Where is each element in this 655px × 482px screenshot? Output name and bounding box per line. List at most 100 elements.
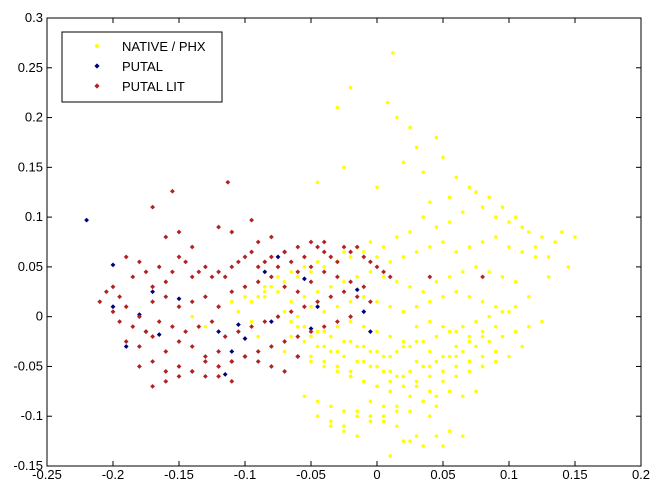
point-series-2 [163,279,169,285]
point-series-2 [104,289,109,295]
point-series-0 [249,299,254,304]
point-series-1 [361,309,367,315]
point-series-2 [295,244,301,250]
point-series-0 [348,255,353,259]
point-series-0 [395,280,399,284]
point-series-0 [480,240,485,244]
point-series-2 [348,314,353,320]
point-series-2 [97,299,103,305]
point-series-2 [249,217,254,223]
point-series-2 [117,319,122,325]
point-series-0 [388,389,393,394]
point-series-0 [560,230,564,234]
point-series-0 [302,339,307,344]
point-series-0 [335,369,340,374]
point-series-2 [163,294,169,300]
point-series-0 [381,419,386,424]
point-series-2 [225,179,231,185]
point-series-0 [309,304,313,309]
point-series-1 [236,322,241,328]
point-series-1 [216,329,221,334]
point-series-0 [289,270,294,274]
point-series-0 [414,145,419,150]
point-series-0 [494,349,498,354]
point-series-2 [275,264,281,270]
point-series-0 [507,220,511,224]
point-series-1 [308,326,314,332]
point-series-0 [348,299,353,304]
point-series-0 [428,299,432,304]
point-series-0 [414,384,419,389]
point-series-0 [441,294,445,299]
point-series-0 [447,429,452,433]
legend-marker-0 [95,44,99,48]
point-series-0 [480,334,485,339]
y-tick-label: -0.15 [13,458,43,473]
point-series-2 [255,349,261,354]
x-tick-label: 0.15 [562,467,587,482]
point-series-0 [520,225,524,229]
point-series-2 [196,324,202,330]
point-series-2 [203,359,208,364]
point-series-2 [295,269,301,275]
point-series-0 [355,414,360,419]
point-series-0 [263,294,267,299]
point-series-2 [308,329,314,334]
point-series-2 [368,299,373,305]
point-series-0 [329,349,333,354]
point-series-0 [395,115,399,120]
point-series-0 [421,364,426,369]
point-series-0 [296,314,300,319]
point-series-0 [494,359,498,364]
point-series-2 [130,274,136,280]
point-series-2 [176,339,182,344]
point-series-0 [388,354,393,359]
point-series-2 [295,289,301,295]
point-series-0 [461,270,465,274]
point-series-2 [249,249,254,255]
legend: NATIVE / PHX PUTAL PUTAL LIT [61,31,223,103]
data-points [84,51,577,458]
point-series-0 [454,344,459,349]
point-series-2 [321,269,327,275]
point-series-0 [375,349,379,354]
point-series-2 [176,364,182,369]
point-series-0 [454,364,459,369]
point-series-2 [348,279,353,285]
point-series-1 [150,289,155,295]
point-series-0 [362,379,366,384]
point-series-0 [500,275,505,279]
point-series-2 [328,294,334,300]
point-series-0 [329,424,333,428]
point-series-0 [414,250,419,254]
point-series-0 [362,359,366,364]
point-series-0 [546,255,551,259]
point-series-0 [362,294,366,299]
point-series-2 [183,259,188,265]
point-series-0 [322,364,327,369]
point-series-0 [289,299,294,304]
point-series-0 [474,344,478,349]
point-series-0 [368,349,373,354]
point-series-2 [189,299,195,305]
point-series-0 [368,419,373,424]
point-series-0 [533,245,538,249]
point-series-0 [533,255,538,259]
point-series-2 [150,204,155,210]
point-series-2 [196,269,202,275]
point-series-0 [388,454,393,458]
point-series-0 [487,195,492,199]
point-series-0 [421,339,426,344]
point-series-2 [222,274,228,280]
point-series-2 [137,364,142,369]
y-tick-label: -0.05 [13,358,43,373]
point-series-0 [408,125,412,130]
point-series-2 [209,319,215,325]
point-series-0 [461,394,465,399]
point-series-0 [249,319,254,324]
point-series-0 [381,354,386,359]
point-series-0 [315,289,320,294]
point-series-0 [368,240,373,244]
point-series-0 [461,210,465,214]
point-series-0 [421,215,426,219]
